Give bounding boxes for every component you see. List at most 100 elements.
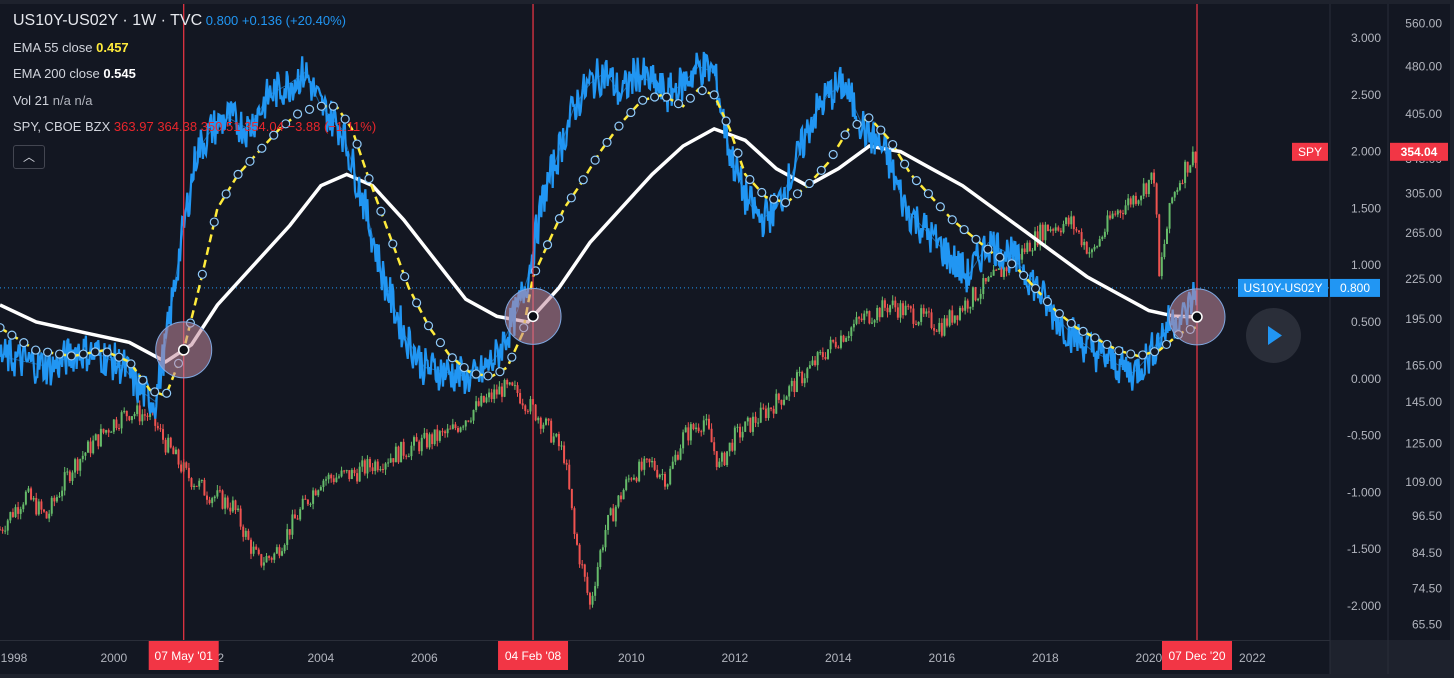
spy-candle-body [1070,216,1073,225]
spy-candle-body [115,419,118,429]
spy-candle-body [337,476,340,478]
spy-candle-body [956,315,959,320]
right-axis-tick-label: 74.50 [1412,582,1442,596]
ema55-point [423,321,434,331]
ema55-point [769,194,779,204]
ema55-point [150,387,160,397]
time-axis-tick-label: 1998 [1,651,28,665]
spy-candle-body [513,385,516,387]
spy-candle-body [475,401,478,410]
spy-candle-body [224,497,227,509]
legend-ema55[interactable]: EMA 55 close 0.457 [13,35,376,62]
spy-candle-body [200,480,203,482]
spy-candle-body [444,431,447,434]
left-axis-panel[interactable] [1330,4,1388,640]
time-axis-tick-label: 2006 [411,651,438,665]
ema55-point [162,388,172,398]
left-axis-tick-label: -0.500 [1347,429,1381,443]
spy-candle-body [22,504,25,510]
spy-candle-body [237,508,240,511]
ema55-point [900,159,910,169]
symbol-name[interactable]: US10Y-US02Y [13,12,118,29]
collapse-legend-button[interactable]: ︿ [13,145,45,169]
time-axis-tick-label: 2010 [618,651,645,665]
spy-candle-body [707,418,710,429]
ema55-point [650,92,660,102]
left-axis-tick-label: 2.000 [1351,145,1381,159]
spy-candle-body [255,546,258,550]
spy-candle-body [125,410,128,417]
spy-candle-body [573,508,576,535]
legend-spy[interactable]: SPY, CBOE BZX 363.97 364.38 350.51 354.0… [13,114,376,141]
spy-candle-body [625,479,628,490]
ema55-point [1078,326,1088,336]
legend-volume[interactable]: Vol 21 n/a n/a [13,88,376,115]
spy-candle-body [488,392,491,398]
spy-candle-body [912,308,915,324]
spy-candle-body [827,349,830,359]
spy-candle-body [174,449,177,455]
spy-candle-body [751,416,754,432]
ema55-point [828,149,838,160]
spy-candle-body [299,509,302,520]
spy-candle-body [651,460,654,463]
spy-candle-body [1145,183,1148,195]
cross-highlight-circles [155,287,1226,379]
legend-ema200[interactable]: EMA 200 close 0.545 [13,61,376,88]
spy-candle-body [550,420,553,443]
spy-candle-body [943,318,946,336]
spy-candle-body [979,294,982,299]
ema55-point [102,347,112,357]
spy-candle-body [1142,183,1145,196]
spy-candle-body [485,397,488,403]
spy-candle-body [143,414,146,416]
time-axis-panel[interactable] [0,641,1330,674]
ema55-point [126,359,136,369]
spy-candle-body [84,452,87,456]
spy-candle-body [847,335,850,339]
right-axis-panel[interactable] [1388,4,1450,640]
ema55-point [554,214,565,224]
spy-candle-body [555,433,558,437]
spy-candle-body [601,547,604,551]
spy-candle-body [1031,250,1034,252]
spy-candle-body [865,311,868,314]
ema55-point [1042,296,1053,307]
spy-candle-body [948,310,951,326]
spy-candle-body [547,418,550,421]
spy-candle-body [687,427,690,441]
spy-candle-body [920,308,923,322]
interval-label[interactable]: 1W [132,12,157,29]
spy-candle-body [658,474,661,478]
spy-candle-body [568,464,571,489]
plot-background[interactable] [0,4,1330,640]
spy-candle-body [1044,224,1047,241]
spy-candle-body [557,433,560,447]
legend-main-row[interactable]: US10Y-US02Y · 1W · TVC 0.800 +0.136 (+20… [13,8,376,35]
spy-candle-body [400,441,403,463]
spy-candle-body [1062,224,1065,233]
spy-candle-body [604,530,607,548]
spy-candle-body [387,462,390,464]
spy-candle-body [1186,161,1189,173]
spy-candle-body [459,427,462,432]
spy-candle-body [718,461,721,467]
spy-candle-body [262,562,265,566]
spy-candle-body [630,478,633,480]
spy-candle-body [376,461,379,471]
spy-candle-body [498,386,501,395]
spy-candle-body [1054,227,1057,231]
replay-play-button[interactable] [1246,308,1301,363]
time-axis-tick-label: 2014 [825,651,852,665]
spy-candle-body [565,462,568,465]
spy-candle-body [744,421,747,432]
ema55-point [1019,270,1029,281]
spy-candle-body [454,424,457,429]
spy-candle-body [661,474,664,476]
spy-candle-body [449,428,452,430]
time-marker-label: 07 Dec '20 [1169,649,1226,663]
spy-candle-body [951,310,954,323]
spy-candle-body [780,399,783,405]
spy-candle-body [904,305,907,316]
